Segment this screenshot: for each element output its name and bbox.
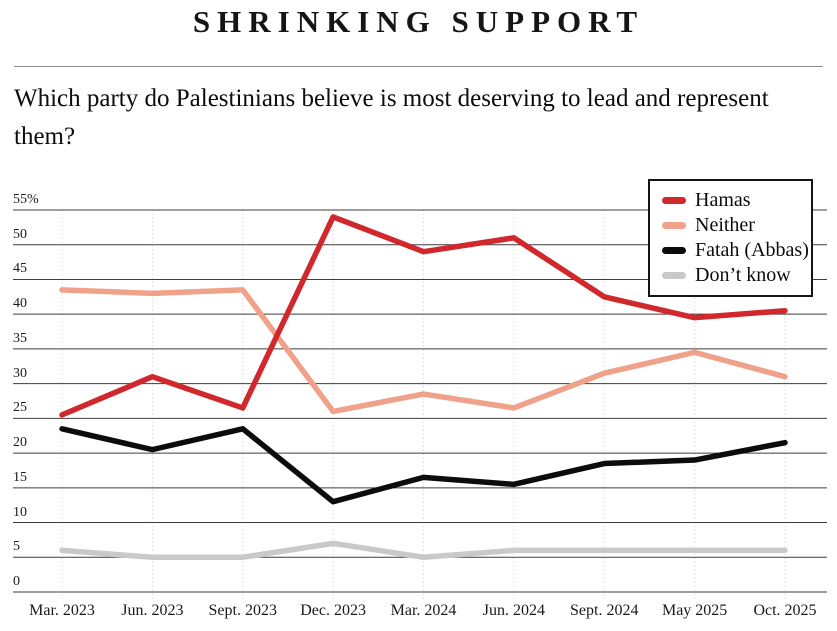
legend-label: Hamas <box>695 189 751 211</box>
fatah-line-swatch-icon <box>662 247 686 254</box>
y-tick-label: 45 <box>13 261 27 277</box>
legend-item-hamas: Hamas <box>662 188 811 213</box>
y-tick-label: 55% <box>13 192 39 207</box>
legend-item-dont-know: Don’t know <box>662 263 811 288</box>
chart-question: Which party do Palestinians believe is m… <box>14 85 769 150</box>
dont-know-line-swatch-icon <box>662 272 686 279</box>
neither-line-swatch-icon <box>662 222 686 229</box>
page-title: SHRINKING SUPPORT <box>192 4 645 39</box>
x-tick-label: Dec. 2023 <box>300 602 367 619</box>
y-tick-label: 20 <box>13 435 27 451</box>
x-tick-label: Mar. 2023 <box>29 602 95 619</box>
y-tick-label: 5 <box>13 539 20 555</box>
y-tick-label: 35 <box>13 330 27 346</box>
x-tick-label: Oct. 2025 <box>753 602 817 619</box>
legend-label: Fatah (Abbas) <box>695 239 809 261</box>
series-line-don-t-know <box>59 540 788 561</box>
x-tick-label: Mar. 2024 <box>390 602 457 619</box>
y-tick-label: 0 <box>13 574 20 589</box>
legend: Hamas Neither Fatah (Abbas) Don’t know <box>648 179 813 297</box>
y-tick-label: 25 <box>13 400 27 416</box>
hamas-line-swatch-icon <box>662 197 686 204</box>
y-tick-label: 30 <box>13 365 27 381</box>
x-tick-label: May 2025 <box>661 602 728 619</box>
legend-item-neither: Neither <box>662 213 811 238</box>
y-tick-label: 50 <box>13 226 27 242</box>
x-tick-label: Sept. 2023 <box>208 602 277 619</box>
legend-item-fatah: Fatah (Abbas) <box>662 238 811 263</box>
legend-label: Don’t know <box>695 264 791 286</box>
x-tick-label: Jun. 2024 <box>482 602 545 619</box>
series-line-fatah-abbas <box>59 426 788 505</box>
legend-label: Neither <box>695 214 755 236</box>
y-tick-label: 15 <box>13 469 27 485</box>
y-tick-label: 10 <box>13 504 27 520</box>
title-divider <box>14 66 823 67</box>
series-line-hamas <box>59 214 788 418</box>
series-line-neither <box>59 287 788 415</box>
x-tick-label: Jun. 2023 <box>121 602 184 619</box>
y-tick-label: 40 <box>13 296 27 312</box>
x-tick-label: Sept. 2024 <box>570 602 639 619</box>
